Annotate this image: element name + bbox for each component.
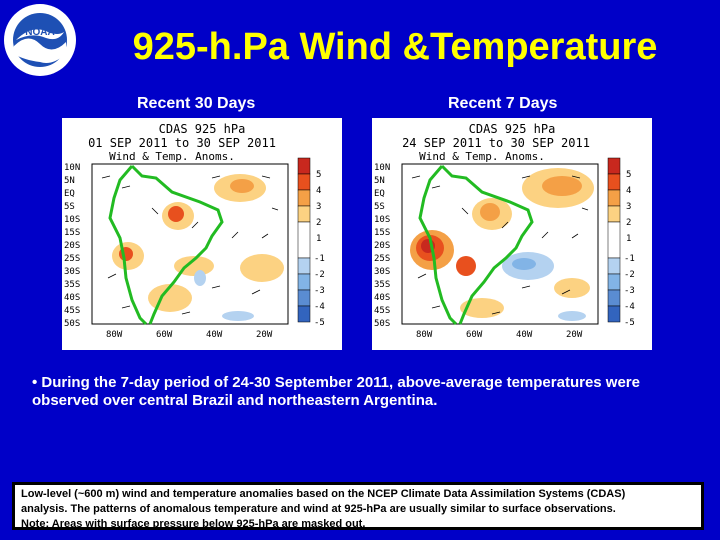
logo-text: NOAA bbox=[25, 27, 54, 38]
lon-label: 40W bbox=[206, 330, 223, 340]
lat-label: 50S bbox=[64, 319, 80, 329]
map-30-days: CDAS 925 hPa 01 SEP 2011 to 30 SEP 2011 … bbox=[64, 122, 325, 340]
lat-label: 40S bbox=[374, 293, 390, 303]
lat-label: 10S bbox=[64, 215, 80, 225]
lon-label: 80W bbox=[416, 330, 433, 340]
colorbar-label: -5 bbox=[314, 318, 325, 328]
lat-label: 10N bbox=[64, 163, 80, 173]
footnote-line-1: Low-level (~600 m) wind and temperature … bbox=[21, 488, 626, 500]
colorbar-label: -3 bbox=[624, 286, 635, 296]
colorbar-label: -1 bbox=[314, 254, 325, 264]
lat-label: 25S bbox=[374, 254, 390, 264]
lat-label: 15S bbox=[374, 228, 390, 238]
lat-label: 30S bbox=[64, 267, 80, 277]
colorbar-label: 2 bbox=[626, 218, 631, 228]
lat-label: 20S bbox=[374, 241, 390, 251]
lon-label: 20W bbox=[566, 330, 583, 340]
lat-label: 25S bbox=[64, 254, 80, 264]
colorbar-label: 5 bbox=[626, 170, 631, 180]
colorbar-label: 1 bbox=[626, 234, 631, 244]
colorbar-label: -2 bbox=[624, 270, 635, 280]
lat-label: 45S bbox=[374, 306, 390, 316]
lon-label: 80W bbox=[106, 330, 123, 340]
map-title-line-2: 01 SEP 2011 to 30 SEP 2011 bbox=[88, 136, 276, 150]
lat-label: 5S bbox=[64, 202, 75, 212]
lat-label: EQ bbox=[64, 189, 75, 199]
panel-label-7-days: Recent 7 Days bbox=[448, 95, 558, 112]
lon-label: 40W bbox=[516, 330, 533, 340]
colorbar-label: -3 bbox=[314, 286, 325, 296]
lat-label: EQ bbox=[374, 189, 385, 199]
colorbar-label: -5 bbox=[624, 318, 635, 328]
colorbar-label: 2 bbox=[316, 218, 321, 228]
colorbar-label: -4 bbox=[624, 302, 635, 312]
colorbar-label: 3 bbox=[626, 202, 631, 212]
map-panel-7-days: CDAS 925 hPa 24 SEP 2011 to 30 SEP 2011 … bbox=[372, 118, 652, 350]
lat-label: 40S bbox=[64, 293, 80, 303]
map-title-line-1: CDAS 925 hPa bbox=[469, 122, 556, 136]
colorbar-label: 5 bbox=[316, 170, 321, 180]
panel-label-30-days: Recent 30 Days bbox=[137, 95, 256, 112]
note-label: Note: bbox=[21, 518, 50, 530]
footnote-box: Low-level (~600 m) wind and temperature … bbox=[12, 482, 704, 530]
lat-label: 50S bbox=[374, 319, 390, 329]
lat-label: 10S bbox=[374, 215, 390, 225]
lat-label: 35S bbox=[374, 280, 390, 290]
slide-title: 925-h.Pa Wind &Temperature bbox=[132, 26, 658, 68]
lon-label: 60W bbox=[156, 330, 173, 340]
lat-label: 5N bbox=[64, 176, 75, 186]
colorbar-label: -1 bbox=[624, 254, 635, 264]
summary-bullet: • During the 7-day period of 24-30 Septe… bbox=[32, 374, 640, 409]
map-7-days: CDAS 925 hPa 24 SEP 2011 to 30 SEP 2011 … bbox=[374, 122, 635, 340]
footnote-line-2: analysis. The patterns of anomalous temp… bbox=[21, 503, 616, 515]
colorbar-label: 4 bbox=[316, 186, 321, 196]
footnote-line-3: Note: Areas with surface pressure below … bbox=[21, 517, 695, 532]
lon-label: 60W bbox=[466, 330, 483, 340]
colorbar-label: 1 bbox=[316, 234, 321, 244]
lon-label: 20W bbox=[256, 330, 273, 340]
map-panel-30-days: CDAS 925 hPa 01 SEP 2011 to 30 SEP 2011 … bbox=[62, 118, 342, 350]
map-title-line-2: 24 SEP 2011 to 30 SEP 2011 bbox=[402, 136, 590, 150]
lat-label: 30S bbox=[374, 267, 390, 277]
lat-label: 20S bbox=[64, 241, 80, 251]
map-title-line-1: CDAS 925 hPa bbox=[159, 122, 246, 136]
lat-label: 5S bbox=[374, 202, 385, 212]
note-text: Areas with surface pressure below 925-hP… bbox=[49, 518, 366, 530]
map-title-line-3: Wind & Temp. Anoms. bbox=[419, 150, 545, 163]
lat-label: 45S bbox=[64, 306, 80, 316]
map-title-line-3: Wind & Temp. Anoms. bbox=[109, 150, 235, 163]
colorbar-label: -2 bbox=[314, 270, 325, 280]
lat-label: 15S bbox=[64, 228, 80, 238]
lat-label: 35S bbox=[64, 280, 80, 290]
lat-label: 5N bbox=[374, 176, 385, 186]
colorbar-label: -4 bbox=[314, 302, 325, 312]
lat-label: 10N bbox=[374, 163, 390, 173]
colorbar-label: 4 bbox=[626, 186, 631, 196]
colorbar-label: 3 bbox=[316, 202, 321, 212]
noaa-logo: NOAA bbox=[4, 4, 76, 76]
